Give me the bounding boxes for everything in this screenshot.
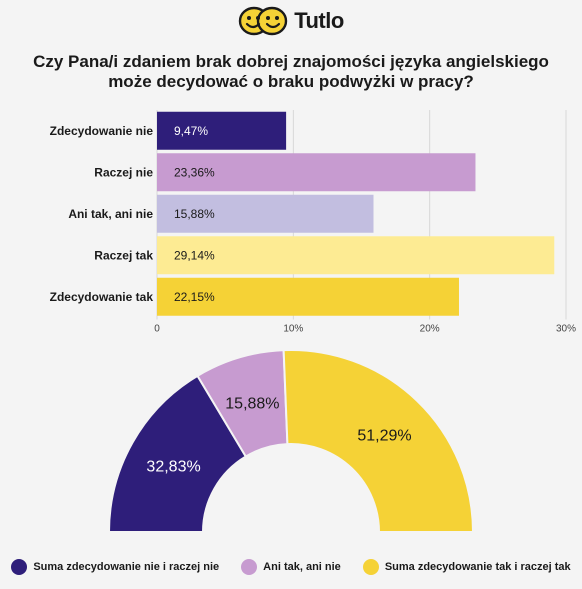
category-label: Ani tak, ani nie	[68, 207, 153, 221]
bar-value-label: 9,47%	[174, 124, 208, 138]
x-tick-label: 10%	[283, 324, 303, 335]
bar	[157, 277, 459, 316]
chart-title-line-1: Czy Pana/i zdaniem brak dobrej znajomośc…	[33, 52, 549, 71]
legend-swatch	[11, 559, 28, 575]
category-label: Zdecydowanie tak	[50, 290, 154, 304]
bar-value-label: 23,36%	[174, 165, 215, 179]
x-tick-label: 20%	[420, 324, 440, 335]
legend-item: Suma zdecydowanie nie i raczej nie	[11, 559, 219, 575]
slice-value-label: 51,29%	[357, 428, 411, 445]
bar-value-label: 15,88%	[174, 207, 215, 221]
legend-label: Ani tak, ani nie	[263, 561, 341, 573]
donut-legend: Suma zdecydowanie nie i raczej nie Ani ta…	[0, 557, 582, 577]
bar	[157, 194, 374, 233]
slice-value-label: 32,83%	[146, 458, 200, 475]
bar-value-label: 29,14%	[174, 248, 215, 262]
legend-item: Ani tak, ani nie	[241, 559, 341, 575]
legend-label: Suma zdecydowanie nie i raczej nie	[33, 561, 220, 573]
donut-slice	[107, 374, 248, 533]
x-tick-label: 0	[154, 324, 160, 335]
category-label: Zdecydowanie nie	[50, 124, 154, 138]
bar	[157, 111, 287, 150]
donut-slice	[282, 349, 475, 533]
logo-faces-icon	[238, 6, 288, 36]
category-label: Raczej nie	[94, 165, 153, 179]
category-label: Raczej tak	[94, 248, 153, 262]
brand-logo: Tutlo	[0, 6, 582, 36]
legend-swatch	[362, 559, 379, 575]
legend-item: Suma zdecydowanie tak i raczej tak	[362, 559, 571, 575]
x-tick-label: 30%	[556, 324, 576, 335]
bar-value-label: 22,15%	[174, 290, 215, 304]
chart-title-line-2: może decydować o braku podwyżki w pracy?	[108, 72, 474, 91]
bar-chart: 0 10% 20% 30% Zdecydowanie nie 9,47% Raczej ni…	[50, 110, 576, 335]
slice-value-label: 15,88%	[225, 396, 279, 413]
bar	[157, 236, 555, 275]
bar	[157, 153, 476, 192]
legend-label: Suma zdecydowanie tak i raczej tak	[384, 561, 571, 573]
brand-name: Tutlo	[294, 8, 344, 33]
legend-swatch	[241, 559, 258, 575]
chart-title: Czy Pana/i zdaniem brak dobrej znajomośc…	[0, 52, 582, 92]
half-donut-chart: 32,83% 15,88% 51,29%	[107, 349, 475, 533]
